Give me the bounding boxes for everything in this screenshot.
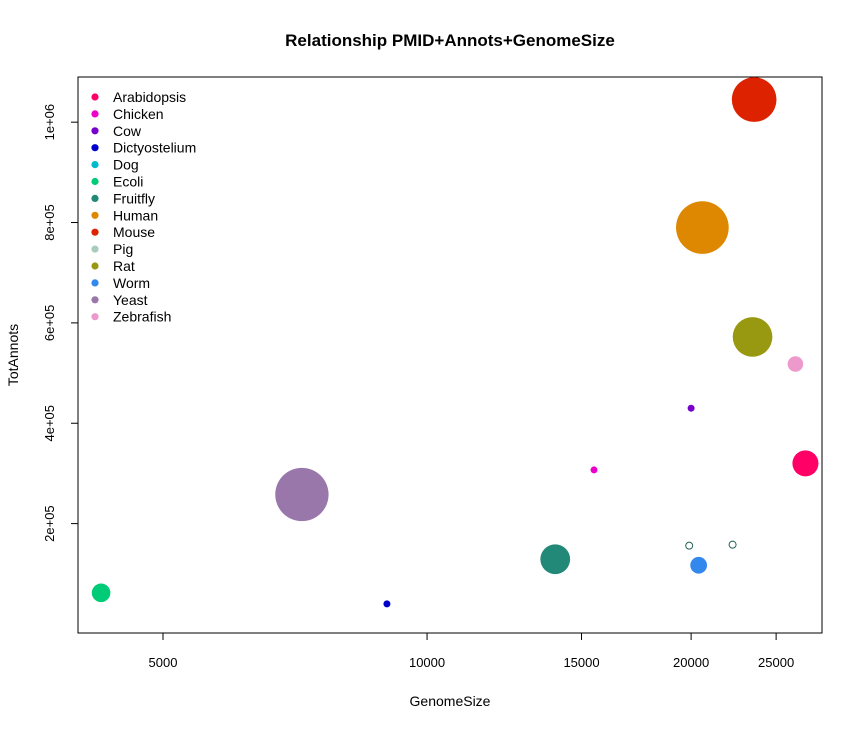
x-axis-label: GenomeSize [410,693,491,709]
legend-swatch-ecoli [91,177,99,186]
point-human [676,201,729,254]
legend-swatch-yeast [91,296,99,304]
x-tick-label: 25000 [758,655,794,670]
legend-label-dog: Dog [113,157,139,173]
legend-label-fruitfly: Fruitfly [113,190,155,206]
point-ecoli [91,583,111,603]
point-fruitfly [540,544,571,575]
legend-swatch-cow [91,127,99,135]
legend-label-pig: Pig [113,241,133,257]
y-tick-label: 8e+05 [42,204,57,241]
legend-swatch-mouse [91,228,99,236]
y-axis: 2e+05 4e+05 6e+05 8e+05 1e+06 [42,104,78,542]
legend-swatch-chicken [91,110,99,118]
y-tick-label: 1e+06 [42,104,57,141]
legend-swatch-dog [91,161,99,169]
legend-swatch-fruitfly [91,194,99,202]
x-tick-label: 10000 [409,655,445,670]
legend: ArabidopsisChickenCowDictyosteliumDogEco… [91,89,196,325]
point-mouse [731,77,777,122]
x-axis: 5000 10000 15000 20000 25000 [149,633,794,670]
legend-swatch-worm [91,279,99,287]
point-rat [732,317,773,357]
y-tick-label: 4e+05 [42,405,57,442]
legend-swatch-zebrafish [91,313,99,321]
y-tick-label: 2e+05 [42,505,57,542]
legend-label-zebrafish: Zebrafish [113,309,171,325]
legend-label-human: Human [113,207,158,223]
legend-swatch-human [91,211,99,219]
legend-label-dictyostelium: Dictyostelium [113,140,196,156]
point-chicken [590,466,598,474]
x-tick-label: 20000 [673,655,709,670]
point-dictyostelium [383,600,391,608]
point-dog [728,540,737,549]
x-tick-label: 5000 [149,655,178,670]
point-worm [690,556,708,574]
point-cow [687,404,695,412]
point-yeast [275,467,329,522]
legend-swatch-pig [91,245,99,253]
plot-frame [77,76,823,634]
legend-label-ecoli: Ecoli [113,174,143,190]
legend-label-yeast: Yeast [113,292,148,308]
legend-swatch-rat [91,262,99,270]
legend-swatch-arabidopsis [91,93,99,101]
legend-label-chicken: Chicken [113,106,164,122]
legend-label-cow: Cow [113,123,142,139]
legend-label-worm: Worm [113,275,150,291]
legend-swatch-dictyostelium [91,144,99,152]
point-arabidopsis [792,450,819,477]
y-axis-label: TotAnnots [5,324,21,386]
data-points [91,77,819,608]
legend-label-mouse: Mouse [113,224,155,240]
point-pig [685,541,694,550]
point-zebrafish [787,356,804,372]
y-tick-label: 6e+05 [42,305,57,342]
legend-label-arabidopsis: Arabidopsis [113,89,186,105]
x-tick-label: 15000 [563,655,599,670]
chart-title: Relationship PMID+Annots+GenomeSize [285,31,615,50]
legend-label-rat: Rat [113,258,135,274]
